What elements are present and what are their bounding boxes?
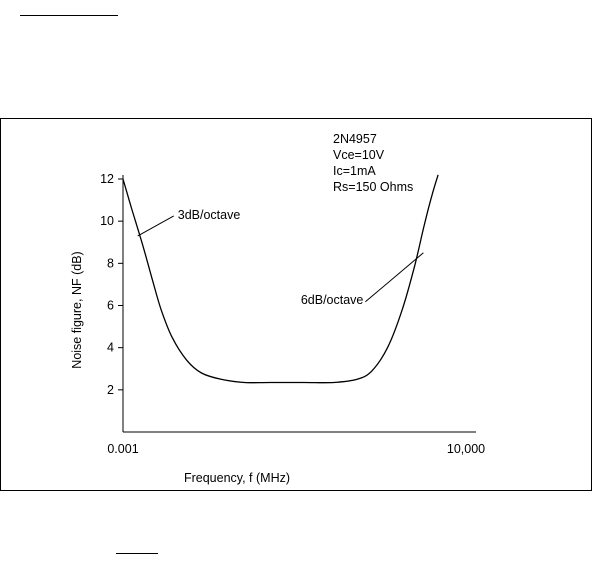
y-tick-label: 12	[100, 172, 114, 186]
x-ticks: 0.001 10,000	[107, 442, 485, 456]
figure-frame: 2 4 6 8 10 12 0.001 10,000 3dB/octave 6dB/octav…	[0, 118, 592, 491]
top-underline	[20, 15, 118, 16]
condition-line: 2N4957	[333, 132, 377, 146]
y-tick-label: 8	[107, 256, 114, 270]
series-line	[122, 174, 439, 384]
noise-figure-chart: 2 4 6 8 10 12 0.001 10,000 3dB/octave 6dB/octav…	[70, 132, 485, 485]
condition-line: Ic=1mA	[333, 164, 376, 178]
y-axis-label: Noise figure, NF (dB)	[70, 251, 84, 368]
x-tick-label: 10,000	[447, 442, 485, 456]
condition-line: Vce=10V	[333, 148, 385, 162]
y-ticks: 2 4 6 8 10 12	[100, 172, 123, 397]
condition-line: Rs=150 Ohms	[333, 180, 413, 194]
bottom-underline	[116, 553, 158, 554]
annotation-leaders	[137, 215, 424, 303]
annotation-leader	[365, 252, 424, 303]
y-tick-label: 4	[107, 341, 114, 355]
x-axis-label: Frequency, f (MHz)	[184, 471, 290, 485]
y-tick-label: 2	[107, 383, 114, 397]
y-tick-label: 10	[100, 214, 114, 228]
x-tick-label: 0.001	[107, 442, 138, 456]
y-tick-label: 6	[107, 299, 114, 313]
annotation-6db-octave: 6dB/octave	[301, 293, 364, 307]
conditions-block: 2N4957 Vce=10V Ic=1mA Rs=150 Ohms	[333, 132, 413, 194]
annotation-3db-octave: 3dB/octave	[178, 208, 241, 222]
annotation-leader	[137, 215, 174, 237]
annotations: 3dB/octave 6dB/octave	[178, 208, 364, 307]
